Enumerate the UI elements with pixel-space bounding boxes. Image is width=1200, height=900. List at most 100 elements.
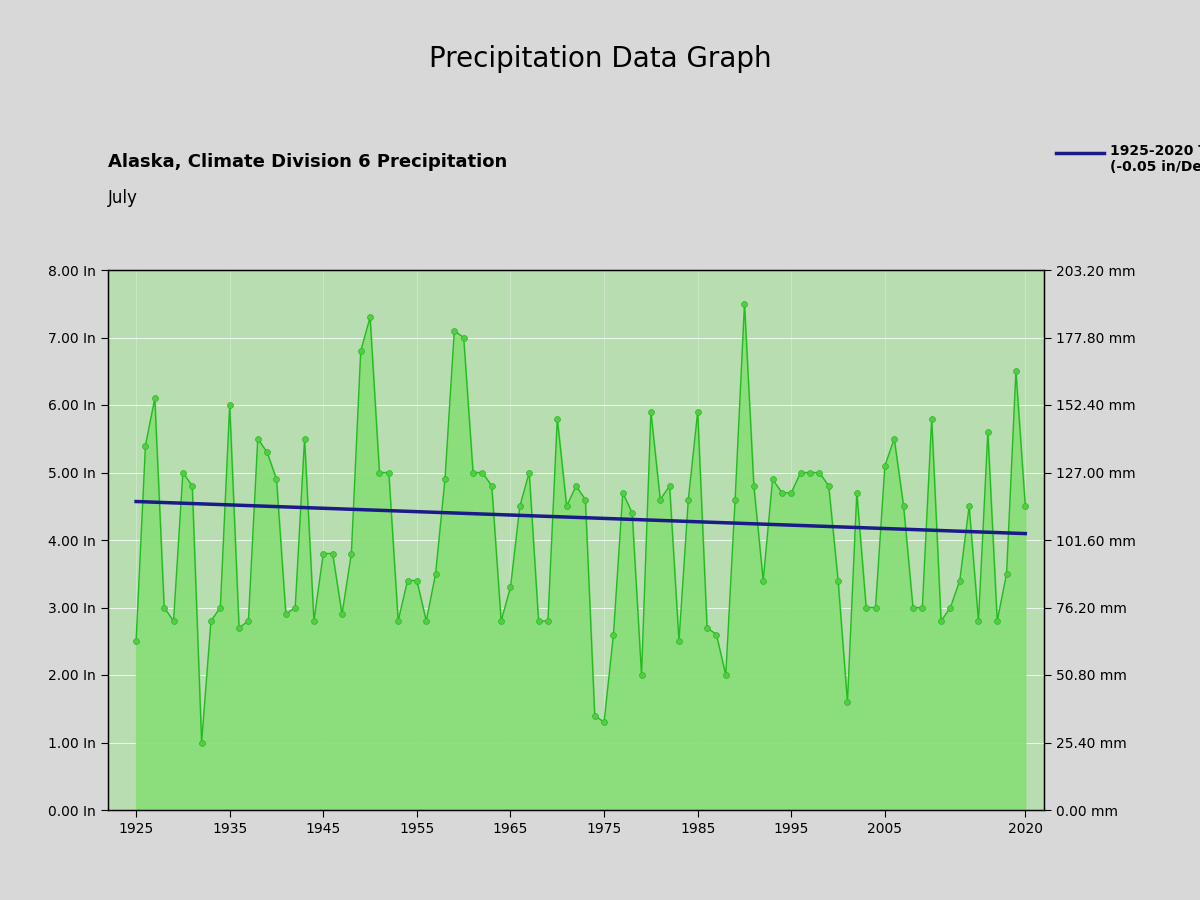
Point (997, 567, 1016, 581)
Point (866, 600, 886, 615)
Point (875, 459, 894, 473)
Point (763, 472, 782, 486)
Point (445, 324, 464, 338)
Point (650, 492, 670, 507)
Point (726, 492, 745, 507)
Point (202, 614, 221, 628)
Point (884, 432, 904, 446)
Point (960, 499, 979, 513)
Point (688, 405, 707, 419)
Point (968, 614, 988, 628)
Point (248, 432, 268, 446)
Point (941, 600, 960, 615)
Point (744, 479, 763, 493)
Point (529, 614, 548, 628)
Point (520, 465, 539, 480)
Point (173, 465, 192, 480)
Point (922, 411, 941, 426)
Point (791, 465, 810, 480)
Point (557, 499, 576, 513)
Point (229, 621, 248, 635)
Point (641, 405, 660, 419)
Point (239, 614, 258, 628)
Point (426, 567, 445, 581)
Point (773, 486, 792, 500)
Point (539, 614, 558, 628)
Text: July: July (108, 189, 138, 207)
Point (182, 479, 202, 493)
Point (323, 546, 342, 561)
Point (838, 695, 857, 709)
Point (950, 573, 970, 588)
Point (436, 472, 455, 486)
Point (857, 600, 876, 615)
Point (407, 573, 426, 588)
Point (847, 486, 866, 500)
Point (136, 438, 155, 453)
Point (192, 735, 211, 750)
Point (978, 425, 997, 439)
Point (155, 600, 174, 615)
Point (931, 614, 950, 628)
Point (211, 600, 230, 615)
Point (894, 499, 913, 513)
Point (566, 479, 586, 493)
Point (379, 465, 398, 480)
Point (810, 465, 829, 480)
Point (781, 486, 800, 500)
Point (500, 580, 520, 595)
Point (389, 614, 408, 628)
Point (734, 297, 754, 311)
Point (623, 506, 642, 520)
Point (398, 573, 418, 588)
Point (266, 472, 286, 486)
Point (716, 668, 736, 682)
Point (482, 479, 502, 493)
Point (305, 614, 324, 628)
Point (126, 634, 145, 648)
Point (313, 546, 332, 561)
Point (145, 391, 164, 405)
Point (679, 492, 698, 507)
Point (547, 411, 566, 426)
Point (220, 398, 239, 412)
Point (660, 479, 679, 493)
Point (1015, 499, 1034, 513)
Point (416, 614, 436, 628)
Point (352, 344, 371, 358)
Point (1007, 364, 1026, 378)
Point (492, 614, 511, 628)
Text: Precipitation Data Graph: Precipitation Data Graph (428, 45, 772, 73)
Text: Alaska, Climate Division 6 Precipitation: Alaska, Climate Division 6 Precipitation (108, 153, 508, 171)
Point (594, 715, 613, 729)
Point (988, 614, 1007, 628)
Point (463, 465, 482, 480)
Point (370, 465, 389, 480)
Point (258, 446, 277, 459)
Point (754, 573, 773, 588)
Point (286, 600, 305, 615)
Point (454, 330, 473, 345)
Point (707, 627, 726, 642)
Point (586, 708, 605, 723)
Point (697, 621, 716, 635)
Point (670, 634, 689, 648)
Point (913, 600, 932, 615)
Text: 1925-2020 Trend
(-0.05 in/Decade): 1925-2020 Trend (-0.05 in/Decade) (1110, 144, 1200, 175)
Point (576, 492, 595, 507)
Point (342, 546, 361, 561)
Point (510, 499, 529, 513)
Point (360, 310, 379, 325)
Point (904, 600, 923, 615)
Point (820, 479, 839, 493)
Point (632, 668, 652, 682)
Point (295, 432, 314, 446)
Point (164, 614, 184, 628)
Point (613, 486, 632, 500)
Point (276, 607, 295, 621)
Point (473, 465, 492, 480)
Point (828, 573, 847, 588)
Point (604, 627, 623, 642)
Point (332, 607, 352, 621)
Point (800, 465, 820, 480)
